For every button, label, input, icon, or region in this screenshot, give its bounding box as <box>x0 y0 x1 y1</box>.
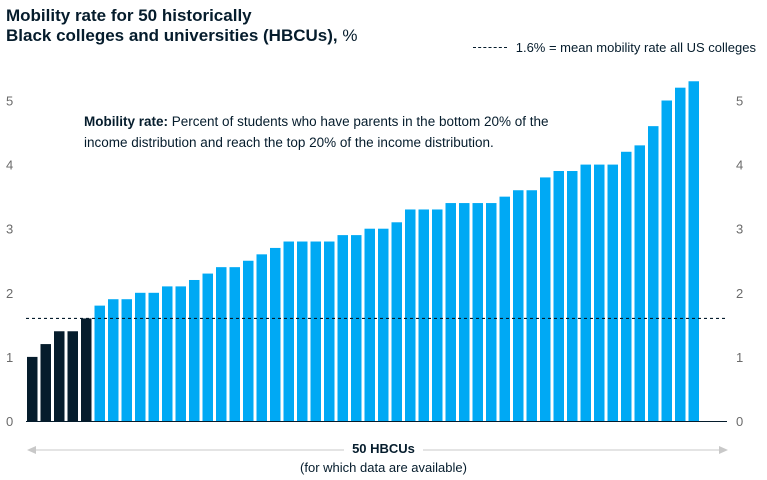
bar <box>135 292 146 421</box>
bar <box>67 331 78 421</box>
legend-text: 1.6% = mean mobility rate all US college… <box>515 40 756 55</box>
bar <box>499 196 510 421</box>
bar <box>40 344 51 421</box>
bar <box>661 100 672 421</box>
y-tick-right: 3 <box>736 222 743 237</box>
bar <box>297 241 308 421</box>
x-axis-sublabel: (for which data are available) <box>300 460 467 475</box>
bar <box>580 164 591 421</box>
bar <box>243 260 254 421</box>
bar <box>283 241 294 421</box>
bar <box>310 241 321 421</box>
bar <box>540 177 551 421</box>
y-tick-right: 4 <box>736 158 743 173</box>
bar <box>202 273 213 421</box>
y-tick-right: 0 <box>736 414 743 429</box>
y-tick-left: 5 <box>6 94 13 109</box>
bar <box>175 286 186 421</box>
bar <box>418 209 429 421</box>
bar <box>553 171 564 421</box>
bar <box>607 164 618 421</box>
bar <box>486 203 497 421</box>
bar <box>270 247 281 421</box>
bar <box>364 228 375 421</box>
legend: 1.6% = mean mobility rate all US college… <box>472 40 756 55</box>
y-tick-right: 2 <box>736 286 743 301</box>
title-line2: Black colleges and universities (HBCUs), <box>6 26 338 45</box>
bar <box>256 254 267 421</box>
bar <box>148 292 159 421</box>
bar <box>675 87 686 422</box>
chart-title: Mobility rate for 50 historically Black … <box>6 6 357 46</box>
annotation: Mobility rate: Percent of students who h… <box>84 111 584 153</box>
bar <box>121 299 132 421</box>
bar <box>324 241 335 421</box>
bar <box>648 126 659 421</box>
bar <box>513 190 524 421</box>
bar <box>229 267 240 421</box>
y-tick-left: 2 <box>6 286 13 301</box>
bar <box>594 164 605 421</box>
span-arrow-right-head <box>719 446 728 454</box>
y-tick-right: 5 <box>736 94 743 109</box>
bar <box>337 235 348 421</box>
title-unit: % <box>342 26 358 45</box>
bar <box>445 203 456 421</box>
y-tick-left: 0 <box>6 414 13 429</box>
bar <box>108 299 119 421</box>
y-tick-left: 1 <box>6 350 13 365</box>
bar <box>472 203 483 421</box>
bar <box>216 267 227 421</box>
bar <box>81 318 92 421</box>
bar <box>567 171 578 421</box>
bar <box>189 279 200 421</box>
bar <box>634 145 645 421</box>
bar <box>94 305 105 421</box>
bar <box>405 209 416 421</box>
y-tick-left: 3 <box>6 222 13 237</box>
bar <box>351 235 362 421</box>
legend-dash-swatch <box>472 47 507 48</box>
bar <box>459 203 470 421</box>
y-tick-right: 1 <box>736 350 743 365</box>
annotation-bold: Mobility rate: <box>84 114 169 129</box>
bar <box>378 228 389 421</box>
title-line2-wrap: Black colleges and universities (HBCUs),… <box>6 26 357 46</box>
span-arrow-left-head <box>27 446 36 454</box>
bar <box>54 331 65 421</box>
bar <box>162 286 173 421</box>
title-line1: Mobility rate for 50 historically <box>6 6 252 25</box>
y-tick-left: 4 <box>6 158 13 173</box>
bar <box>27 356 38 421</box>
annotation-text: Percent of students who have parents in … <box>84 114 549 150</box>
bar <box>526 190 537 421</box>
bar <box>621 151 632 421</box>
bar <box>391 222 402 421</box>
bar <box>688 81 699 422</box>
bar <box>432 209 443 421</box>
